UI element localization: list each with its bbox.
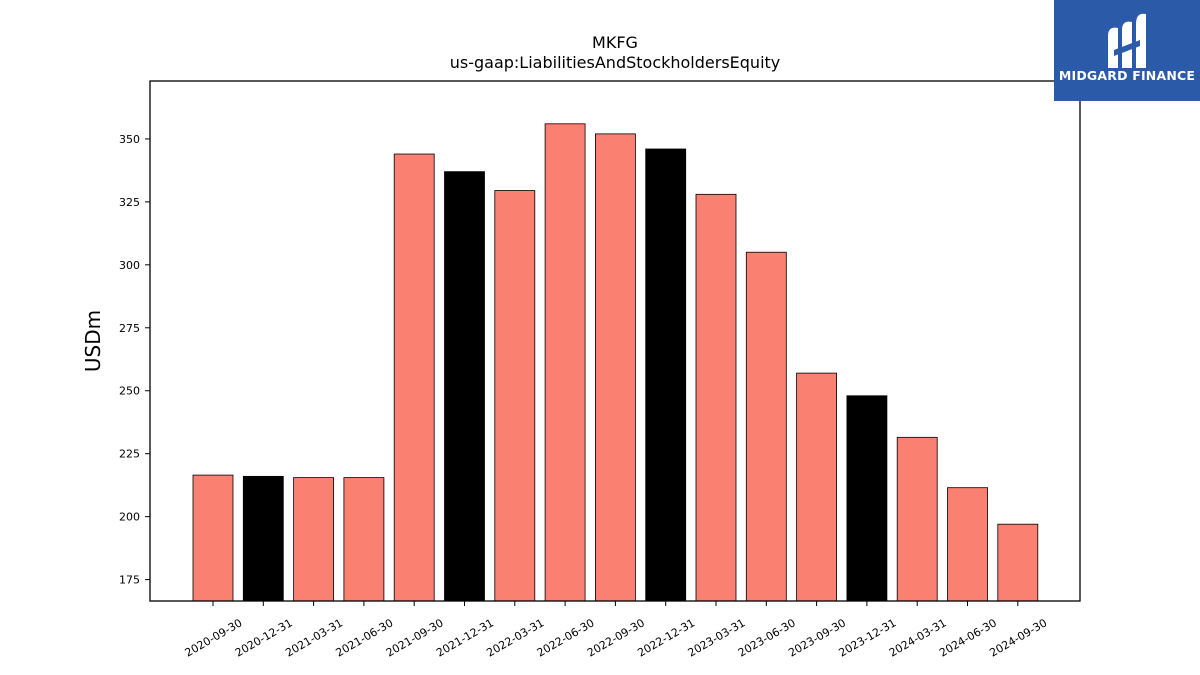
y-tick-label: 325 — [119, 196, 140, 209]
bar-2022-03-31 — [494, 190, 536, 602]
bar-2023-06-30 — [745, 251, 787, 602]
y-tick-label: 200 — [119, 511, 140, 524]
bar-2024-03-31 — [896, 436, 938, 602]
y-tick-label: 225 — [119, 448, 140, 461]
y-tick-label: 275 — [119, 322, 140, 335]
bars-layer — [192, 123, 1039, 602]
x-tick-label: 2024-09-30 — [987, 616, 1049, 659]
bar-2023-03-31 — [695, 193, 737, 602]
bar-2024-09-30 — [997, 523, 1039, 602]
midgard-logo-icon — [1108, 13, 1146, 68]
y-tick-label: 250 — [119, 385, 140, 398]
bar-2024-06-30 — [947, 487, 988, 602]
bar-2020-12-31 — [242, 475, 284, 602]
bar-2022-09-30 — [595, 133, 636, 602]
bar-2021-03-31 — [293, 477, 335, 602]
y-tick-label: 300 — [119, 259, 140, 272]
brand-logo: MIDGARD FINANCE — [1054, 0, 1200, 101]
bar-2022-12-31 — [645, 148, 687, 602]
bar-2021-09-30 — [393, 153, 435, 602]
bar-2022-06-30 — [544, 123, 586, 602]
chart-subtitle: us-gaap:LiabilitiesAndStockholdersEquity — [450, 53, 781, 72]
bar-2021-06-30 — [343, 477, 385, 602]
chart-title: MKFG — [592, 33, 638, 52]
bar-2023-09-30 — [796, 372, 837, 602]
bar-2020-09-30 — [192, 474, 234, 602]
brand-name: MIDGARD FINANCE — [1058, 68, 1196, 83]
bar-2023-12-31 — [846, 395, 888, 602]
plot-frame — [149, 80, 1081, 602]
y-tick-label: 175 — [119, 574, 140, 587]
y-tick-label: 350 — [119, 133, 140, 146]
y-axis-label: USDm — [81, 310, 105, 372]
bar-2021-12-31 — [444, 171, 485, 602]
